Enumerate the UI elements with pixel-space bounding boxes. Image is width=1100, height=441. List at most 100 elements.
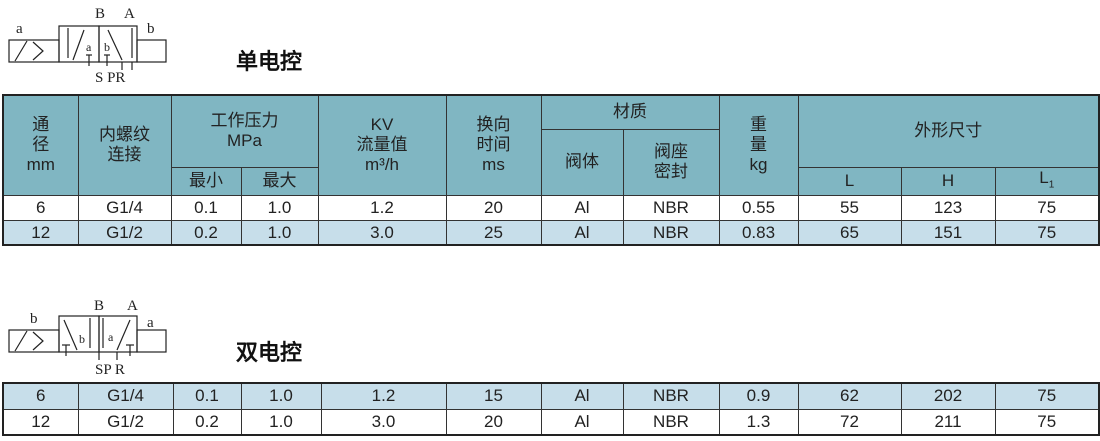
table-cell: 0.2 (172, 408, 242, 436)
header-text: L (1039, 167, 1049, 187)
header-dimensions: 外形尺寸 (797, 94, 1100, 168)
table-cell: 75 (994, 194, 1100, 221)
port-label: a (108, 330, 114, 344)
table-cell: 0.1 (170, 194, 242, 221)
port-label: a (86, 40, 92, 54)
header-thread: 内螺纹 连接 (77, 94, 172, 196)
table-cell: 3.0 (320, 408, 447, 436)
port-label-b: B (95, 6, 105, 22)
header-material: 材质 (540, 94, 720, 130)
double-solenoid-valve-symbol: b a B A b a SP R (8, 298, 167, 378)
table-cell: 25 (445, 219, 542, 246)
header-text: ms (482, 155, 505, 175)
header-pressure: 工作压力 MPa (170, 94, 319, 168)
header-text: 通 (32, 115, 50, 135)
table-cell: 211 (900, 408, 996, 436)
table-cell: 6 (2, 194, 79, 221)
port-label: b (147, 21, 155, 37)
table-cell: Al (540, 194, 624, 221)
header-body: 阀体 (540, 128, 624, 196)
port-label: b (30, 311, 38, 327)
table-cell: 123 (900, 194, 996, 221)
port-label-bottom: SP R (95, 362, 125, 378)
single-solenoid-table: 通径 mm 内螺纹 连接 工作压力 MPa KV 流量值 m³/h 换向 时间 ms 材质 重… (2, 94, 1100, 247)
header-text: 1 (1048, 178, 1055, 190)
port-label: a (147, 315, 154, 331)
table-cell: 55 (797, 194, 902, 221)
table-cell: 65 (797, 219, 902, 246)
header-text: 内螺纹 (99, 125, 150, 145)
table-cell: 75 (994, 408, 1100, 436)
table-cell: NBR (622, 408, 720, 436)
table-cell: G1/2 (77, 219, 172, 246)
header-text: 阀座 (654, 142, 688, 162)
table-cell: 15 (445, 382, 542, 410)
table-cell: Al (540, 382, 624, 410)
table-cell: 75 (994, 219, 1100, 246)
table-cell: 151 (900, 219, 996, 246)
header-text: mm (26, 155, 55, 175)
header-text: 径 (32, 135, 50, 155)
port-label-a: A (124, 6, 135, 22)
double-solenoid-table: 6 G1/4 0.1 1.0 1.2 15 Al NBR 0.9 62 202 75 12 G1/2 0.… (2, 382, 1100, 436)
table-cell: NBR (622, 219, 720, 246)
table-cell: G1/4 (77, 382, 174, 410)
header-text: m³/h (365, 155, 399, 175)
table-cell: 0.9 (718, 382, 799, 410)
table-cell: 20 (445, 408, 542, 436)
header-H: H (900, 166, 996, 196)
table-cell: 1.0 (240, 408, 322, 436)
port-label-b: B (94, 298, 104, 314)
table-cell: 6 (2, 382, 79, 410)
port-label-bottom: S PR (95, 70, 125, 86)
header-text: 换向 (476, 115, 511, 135)
port-label: b (104, 40, 110, 54)
table-cell: G1/4 (77, 194, 172, 221)
header-text: 密封 (654, 162, 688, 182)
table-cell: G1/2 (77, 408, 174, 436)
header-text: MPa (227, 131, 262, 151)
port-label: a (16, 21, 23, 37)
section-title-double: 双电控 (236, 341, 303, 366)
table-row: 6 G1/4 0.1 1.0 1.2 15 Al NBR 0.9 62 202 75 (2, 382, 1100, 410)
table-cell: 1.2 (317, 194, 447, 221)
table-cell: NBR (622, 194, 720, 221)
header-text: KV (370, 115, 394, 135)
table-cell: 0.2 (170, 219, 242, 246)
header-L: L (797, 166, 902, 196)
table-cell: 75 (994, 382, 1100, 410)
header-text: 重 (750, 115, 767, 135)
table-cell: 1.3 (718, 408, 799, 436)
table-cell: 1.0 (240, 219, 319, 246)
header-text: 时间 (476, 135, 511, 155)
single-solenoid-valve-symbol: a b B A a b S PR (8, 6, 167, 86)
table-cell: NBR (622, 382, 720, 410)
table-row: 12 G1/2 0.2 1.0 3.0 20 Al NBR 1.3 72 211 75 (2, 408, 1100, 436)
table-row: 6 G1/4 0.1 1.0 1.2 20 Al NBR 0.55 55 123 75 (2, 194, 1100, 221)
header-text: 工作压力 (210, 111, 279, 131)
section-title-single: 单电控 (236, 50, 303, 75)
table-cell: 0.55 (718, 194, 799, 221)
table-row: 12 G1/2 0.2 1.0 3.0 25 Al NBR 0.83 65 151 75 (2, 219, 1100, 246)
header-L1: L1 (994, 166, 1100, 196)
table-cell: 62 (797, 382, 902, 410)
table-cell: Al (540, 219, 624, 246)
header-weight: 重量 kg (718, 94, 799, 196)
table-cell: 72 (797, 408, 902, 436)
table-cell: 202 (900, 382, 996, 410)
header-seal: 阀座 密封 (622, 128, 720, 196)
table-cell: 1.0 (240, 194, 319, 221)
table-cell: 0.83 (718, 219, 799, 246)
table-cell: 0.1 (172, 382, 242, 410)
port-label-a: A (127, 298, 138, 314)
table-cell: 1.2 (320, 382, 447, 410)
header-bore: 通径 mm (2, 94, 79, 196)
port-label: b (79, 332, 85, 346)
header-text: 量 (750, 135, 767, 155)
header-text: kg (749, 155, 768, 175)
header-max: 最大 (240, 166, 319, 196)
header-text: 流量值 (356, 135, 408, 155)
table-cell: 12 (2, 219, 79, 246)
header-switch-time: 换向 时间 ms (445, 94, 542, 196)
header-kv: KV 流量值 m³/h (317, 94, 447, 196)
